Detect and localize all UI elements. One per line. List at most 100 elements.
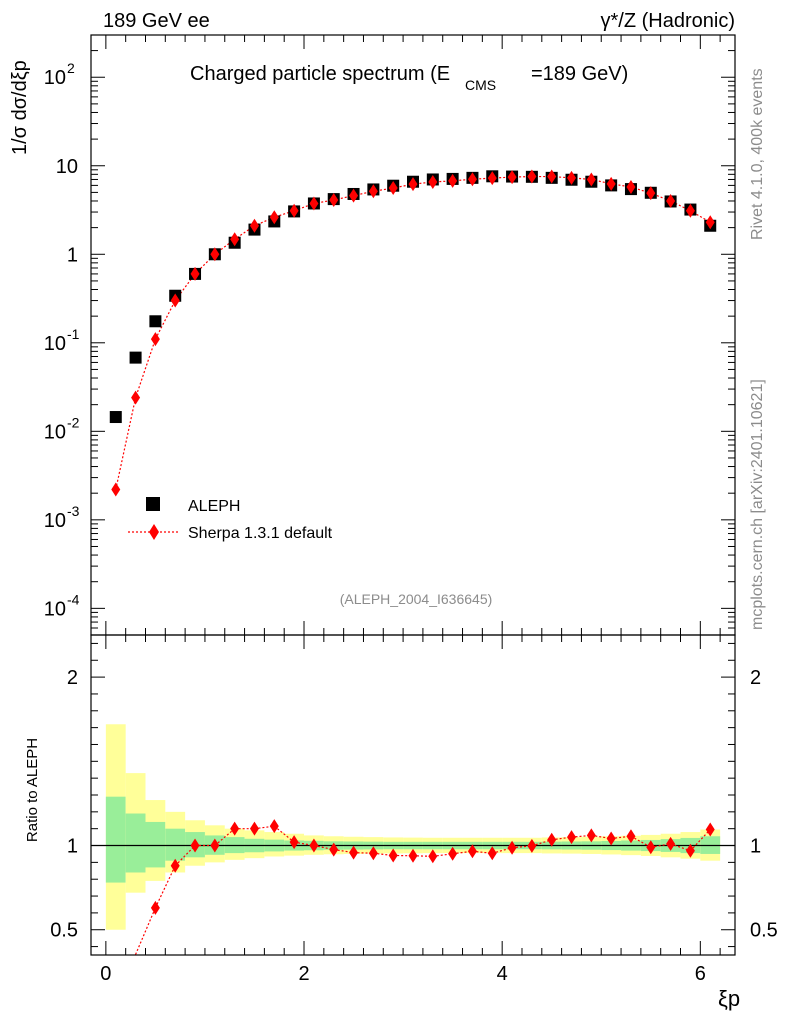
y-tick-label: 10 -3 — [44, 503, 80, 532]
y-tick-base: 10 — [44, 333, 66, 355]
green-band-bin — [125, 813, 146, 873]
ratio-sherpa-point — [289, 835, 299, 850]
sherpa-line — [115, 175, 711, 490]
y-tick-label: 10 -2 — [44, 414, 80, 443]
ratio-sherpa-point — [150, 900, 160, 915]
ratio-y-tick-label-left: 1 — [67, 836, 78, 858]
ratio-sherpa-point — [269, 819, 279, 834]
ratio-sherpa-point — [606, 831, 616, 846]
ratio-sherpa-point — [428, 849, 438, 864]
y-tick-base: 1 — [67, 244, 78, 266]
x-axis-label: ξp — [718, 986, 740, 1011]
sherpa-point — [150, 332, 160, 347]
sherpa-point — [289, 203, 299, 218]
chart-title-sub: CMS — [465, 77, 496, 93]
sherpa-point — [111, 482, 121, 497]
ratio-sherpa-point — [685, 843, 695, 858]
ratio-sherpa-point — [329, 842, 339, 857]
ratio-sherpa-point — [567, 830, 577, 845]
y-tick-base: 10 — [44, 67, 66, 89]
sherpa-point — [527, 169, 537, 184]
ratio-sherpa-point — [190, 838, 200, 853]
y-tick-base: 10 — [44, 510, 66, 532]
ratio-sherpa-point — [408, 848, 418, 863]
aleph-point — [129, 351, 142, 364]
ratio-sherpa-point — [349, 845, 359, 860]
y-tick-exponent: -1 — [67, 326, 80, 342]
sherpa-point — [230, 232, 240, 247]
green-band-bin — [145, 821, 166, 868]
sherpa-point — [170, 293, 180, 308]
legend: ALEPH Sherpa 1.3.1 default — [128, 497, 333, 542]
y-tick-base: 10 — [56, 156, 78, 178]
x-tick-label: 4 — [497, 963, 508, 985]
ratio-sherpa-point — [249, 821, 259, 836]
sherpa-point — [329, 193, 339, 208]
y-tick-exponent: 2 — [67, 60, 75, 76]
sherpa-point — [666, 193, 676, 208]
legend-sherpa-marker — [149, 524, 159, 540]
ratio-sherpa-point — [309, 838, 319, 853]
y-tick-exponent: -2 — [67, 414, 80, 430]
y-tick-label: 10 -4 — [44, 591, 80, 620]
aleph-point — [109, 411, 122, 424]
sherpa-point — [131, 390, 141, 405]
chart-title-main: Charged particle spectrum (E — [190, 63, 450, 85]
sherpa-point — [190, 266, 200, 281]
ratio-y-axis-label: Ratio to ALEPH — [24, 738, 41, 842]
legend-sherpa-label: Sherpa 1.3.1 default — [188, 525, 333, 542]
ratio-sherpa-point — [666, 836, 676, 851]
chart-title-end: =189 GeV) — [531, 63, 628, 85]
x-tick-label: 2 — [298, 963, 309, 985]
x-axis-label-text: ξp — [718, 986, 740, 1011]
sherpa-point — [309, 196, 319, 211]
y-tick-label: 10 -1 — [44, 326, 80, 355]
sherpa-point — [388, 181, 398, 196]
green-band-bin — [165, 828, 186, 861]
ratio-sherpa-point — [210, 838, 220, 853]
y-tick-base: 10 — [44, 598, 66, 620]
y-tick-base: 10 — [44, 421, 66, 443]
header-right-label: γ*/Z (Hadronic) — [601, 10, 735, 32]
main-panel-frame — [90, 34, 736, 636]
ratio-y-tick-label-right: 1 — [750, 836, 761, 858]
sherpa-point — [705, 215, 715, 230]
ratio-sherpa-point — [368, 846, 378, 861]
sherpa-point — [249, 218, 259, 233]
green-band-bin — [105, 796, 126, 883]
aleph-point — [149, 315, 162, 328]
y-tick-label: 1 — [67, 244, 78, 266]
y-axis-label-text: 1/σ dσ/dξp — [9, 60, 31, 155]
ratio-sherpa-point — [467, 844, 477, 859]
x-tick-label: 6 — [695, 963, 706, 985]
y-tick-label: 10 2 — [44, 60, 75, 89]
ratio-sherpa-point — [448, 846, 458, 861]
ratio-y-tick-label-right: 0.5 — [750, 920, 778, 942]
sherpa-point — [606, 176, 616, 191]
sherpa-point — [685, 203, 695, 218]
sherpa-point — [428, 175, 438, 190]
header-left-label: 189 GeV ee — [103, 10, 210, 32]
sherpa-point — [467, 172, 477, 187]
sherpa-point — [368, 184, 378, 199]
ratio-sherpa-point — [527, 838, 537, 853]
rivet-version-label: Rivet 4.1.0, 400k events — [749, 68, 766, 240]
y-tick-exponent: -3 — [67, 503, 80, 519]
ratio-y-tick-label-left: 0.5 — [50, 920, 78, 942]
sherpa-series — [111, 169, 715, 497]
sherpa-point — [626, 180, 636, 195]
aleph-series — [109, 170, 717, 424]
y-tick-label: 10 — [56, 156, 78, 178]
ratio-sherpa-point — [487, 846, 497, 861]
sherpa-point — [547, 169, 557, 184]
ratio-uncertainty-bands — [105, 724, 721, 930]
legend-aleph-marker — [146, 497, 160, 511]
sherpa-point — [567, 170, 577, 185]
sherpa-point — [448, 173, 458, 188]
ratio-sherpa-point — [507, 840, 517, 855]
sherpa-point — [408, 177, 418, 192]
ratio-sherpa-point — [586, 828, 596, 843]
ratio-sherpa-point — [705, 822, 715, 837]
